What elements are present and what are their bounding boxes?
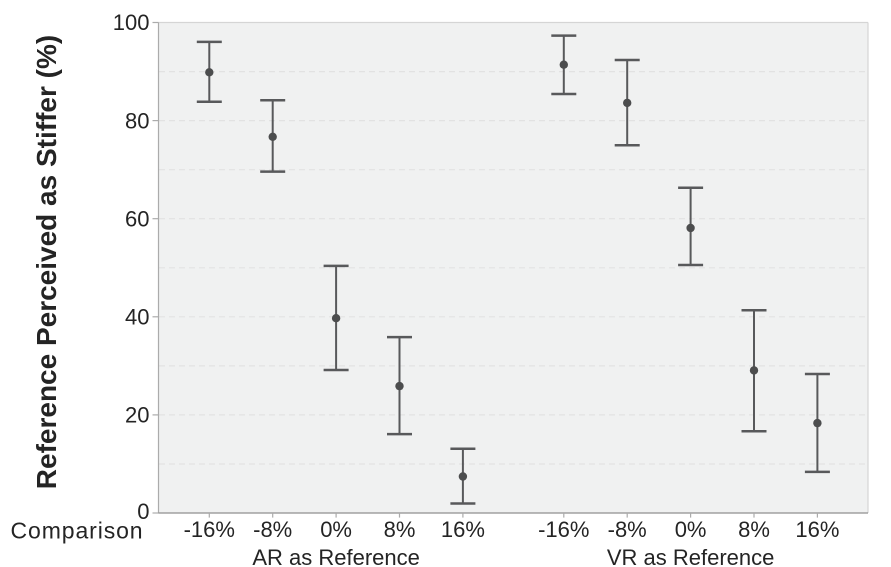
svg-text:-16%: -16% [538, 517, 589, 542]
svg-text:16%: 16% [795, 517, 839, 542]
svg-text:16%: 16% [441, 517, 485, 542]
svg-text:VR as Reference: VR as Reference [607, 545, 775, 567]
svg-text:0%: 0% [675, 517, 707, 542]
svg-text:8%: 8% [738, 517, 770, 542]
svg-text:100: 100 [113, 10, 150, 35]
svg-text:80: 80 [125, 108, 149, 133]
svg-text:40: 40 [125, 305, 149, 330]
svg-text:8%: 8% [384, 517, 416, 542]
svg-text:60: 60 [125, 206, 149, 231]
svg-text:Reference Perceived as Stiffer: Reference Perceived as Stiffer (%) [31, 35, 62, 489]
svg-text:0: 0 [137, 499, 149, 524]
svg-text:20: 20 [125, 403, 149, 428]
svg-text:0%: 0% [320, 517, 352, 542]
svg-text:-8%: -8% [253, 517, 292, 542]
svg-text:Comparison: Comparison [11, 518, 144, 544]
svg-text:AR as Reference: AR as Reference [252, 545, 420, 567]
svg-text:-16%: -16% [184, 517, 235, 542]
svg-text:-8%: -8% [608, 517, 647, 542]
